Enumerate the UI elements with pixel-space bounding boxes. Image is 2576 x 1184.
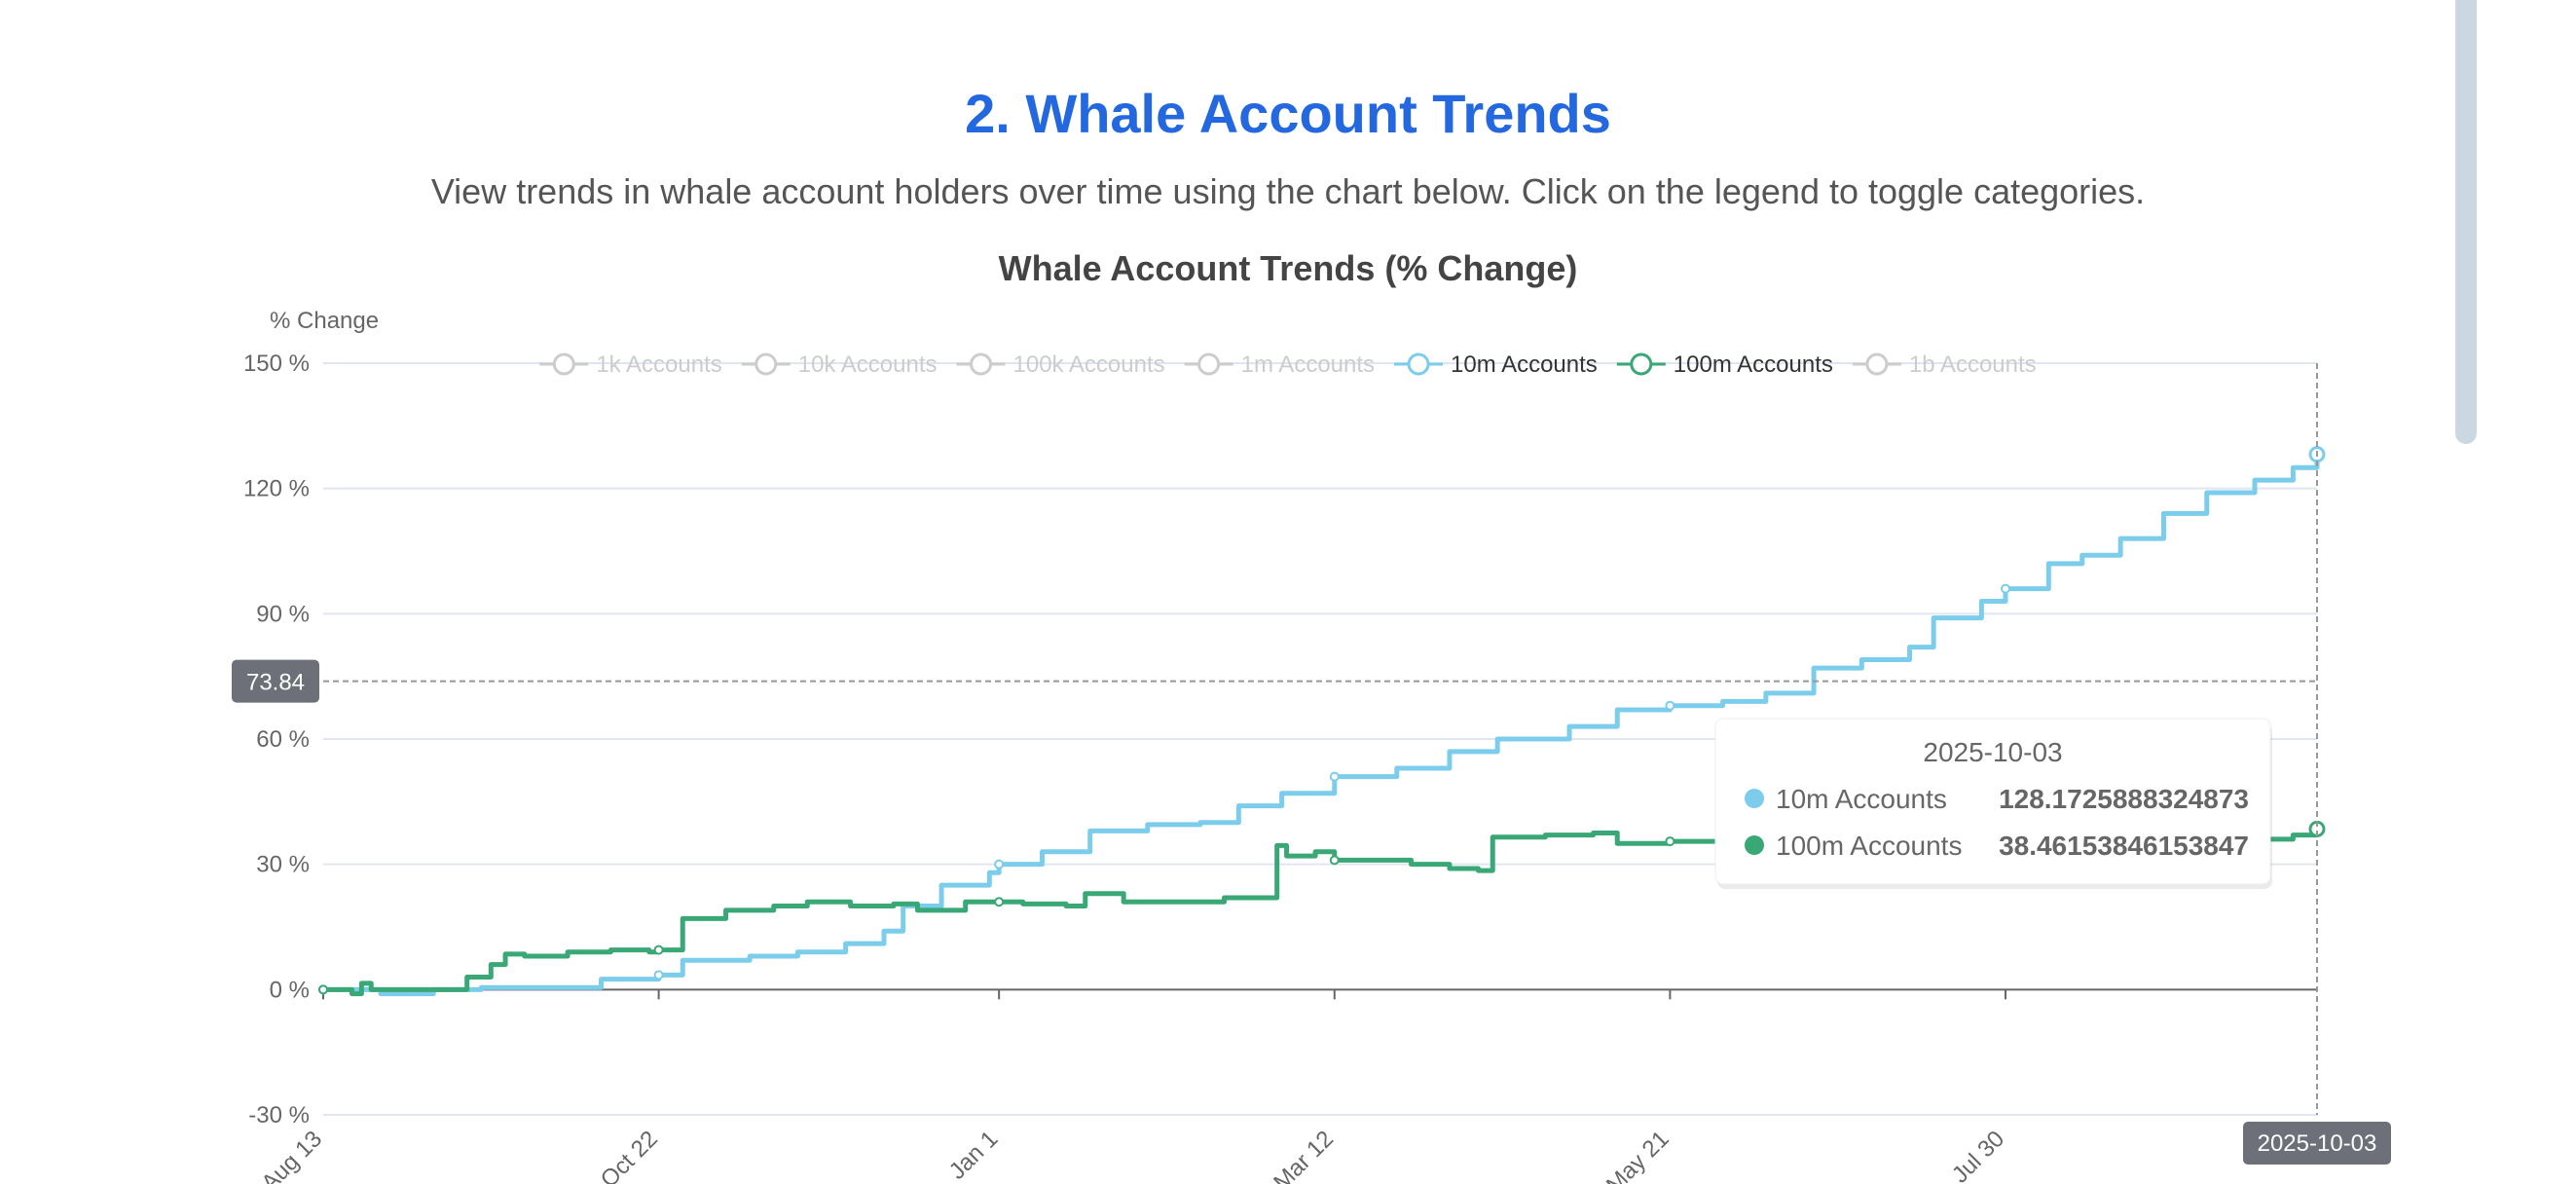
y-tick-label: 0 % xyxy=(270,977,310,1003)
pointer-y-badge xyxy=(232,659,319,703)
x-tick-label: Jul 30 xyxy=(1947,1126,2009,1184)
legend-label: 1k Accounts xyxy=(596,352,721,378)
x-tick-label: Aug 13 xyxy=(256,1126,327,1184)
legend-label: 100k Accounts xyxy=(1013,352,1165,378)
legend-item-10m-accounts[interactable]: 10m Accounts xyxy=(1394,352,1598,378)
x-tick-label: Jan 1 xyxy=(944,1126,1004,1184)
data-point xyxy=(318,984,328,995)
data-point xyxy=(1329,855,1340,866)
tooltip-marker xyxy=(1745,789,1764,808)
legend-label: 1b Accounts xyxy=(1909,352,2037,378)
chart-title: Whale Account Trends (% Change) xyxy=(999,248,1578,288)
y-axis-title: % Change xyxy=(270,308,379,334)
legend-circle-icon xyxy=(1630,352,1653,376)
legend-item-1b-accounts[interactable]: 1b Accounts xyxy=(1852,352,2037,378)
legend-item-10k-accounts[interactable]: 10k Accounts xyxy=(741,352,938,378)
x-tick-label: Oct 22 xyxy=(596,1126,663,1184)
legend-item-100k-accounts[interactable]: 100k Accounts xyxy=(956,352,1165,378)
tooltip-value: 128.1725888324873 xyxy=(1999,784,2249,814)
data-point xyxy=(1665,700,1675,711)
tooltip-box: 2025-10-03 10m Accounts 128.1725888324873 1… xyxy=(1714,718,2272,889)
tooltip-series-name: 10m Accounts xyxy=(1776,784,1947,814)
data-point xyxy=(994,897,1005,907)
legend-circle-icon xyxy=(1865,352,1889,376)
legend-circle-icon xyxy=(1407,352,1430,376)
x-tick-label: May 21 xyxy=(1601,1126,1674,1184)
pointer-x-label: 2025-10-03 xyxy=(2258,1130,2377,1157)
data-point xyxy=(653,944,664,955)
section-description: View trends in whale account holders ove… xyxy=(430,171,2146,211)
data-point xyxy=(1329,771,1340,782)
section-heading: 2. Whale Account Trends xyxy=(965,83,1611,144)
scrollbar-thumb[interactable] xyxy=(2455,0,2477,444)
data-point xyxy=(653,970,664,980)
x-tick-label: Mar 12 xyxy=(1269,1126,1339,1184)
data-point xyxy=(994,859,1005,870)
data-point xyxy=(1665,836,1675,847)
y-tick-label: 90 % xyxy=(256,601,310,627)
legend-circle-icon xyxy=(1197,352,1221,376)
y-tick-label: 120 % xyxy=(243,476,310,502)
tooltip-marker xyxy=(1745,835,1764,855)
tooltip-background xyxy=(1714,718,2271,885)
y-tick-label: -30 % xyxy=(248,1102,310,1128)
legend-item-1m-accounts[interactable]: 1m Accounts xyxy=(1184,352,1375,378)
tooltip-value: 38.46153846153847 xyxy=(1999,831,2249,861)
y-axis: 150 % 120 % 90 % 60 % 30 % 0 % -30 % xyxy=(243,351,310,1128)
tooltip: 2025-10-03 10m Accounts 128.1725888324873 1… xyxy=(1714,718,2272,889)
legend-circle-icon xyxy=(552,352,575,376)
tooltip-series-name: 100m Accounts xyxy=(1776,831,1962,861)
y-tick-label: 150 % xyxy=(243,351,310,377)
legend-label: 10m Accounts xyxy=(1451,352,1598,378)
legend-item-1k-accounts[interactable]: 1k Accounts xyxy=(539,352,722,378)
legend-circle-icon xyxy=(970,352,993,376)
legend[interactable]: 1k Accounts 10k Accounts 100k Accounts 1m A… xyxy=(539,352,2037,378)
legend-circle-icon xyxy=(754,352,778,376)
x-axis: Aug 13 Oct 22 Jan 1 Mar 12 May 21 Jul 30 xyxy=(256,988,2317,1184)
pointer-y-label: 73.84 xyxy=(246,670,305,696)
legend-item-100m-accounts[interactable]: 100m Accounts xyxy=(1616,352,1833,378)
y-tick-label: 30 % xyxy=(256,852,310,878)
legend-label: 100m Accounts xyxy=(1674,352,1833,378)
data-point xyxy=(2001,583,2010,594)
pointer-x-badge xyxy=(2243,1122,2391,1165)
legend-label: 1m Accounts xyxy=(1241,352,1375,378)
axis-pointer: 73.84 2025-10-03 xyxy=(232,363,2391,1165)
tooltip-date: 2025-10-03 xyxy=(1923,737,2062,767)
legend-label: 10k Accounts xyxy=(798,352,938,378)
series-line-10m-accounts xyxy=(323,454,2320,997)
y-tick-label: 60 % xyxy=(256,726,310,753)
